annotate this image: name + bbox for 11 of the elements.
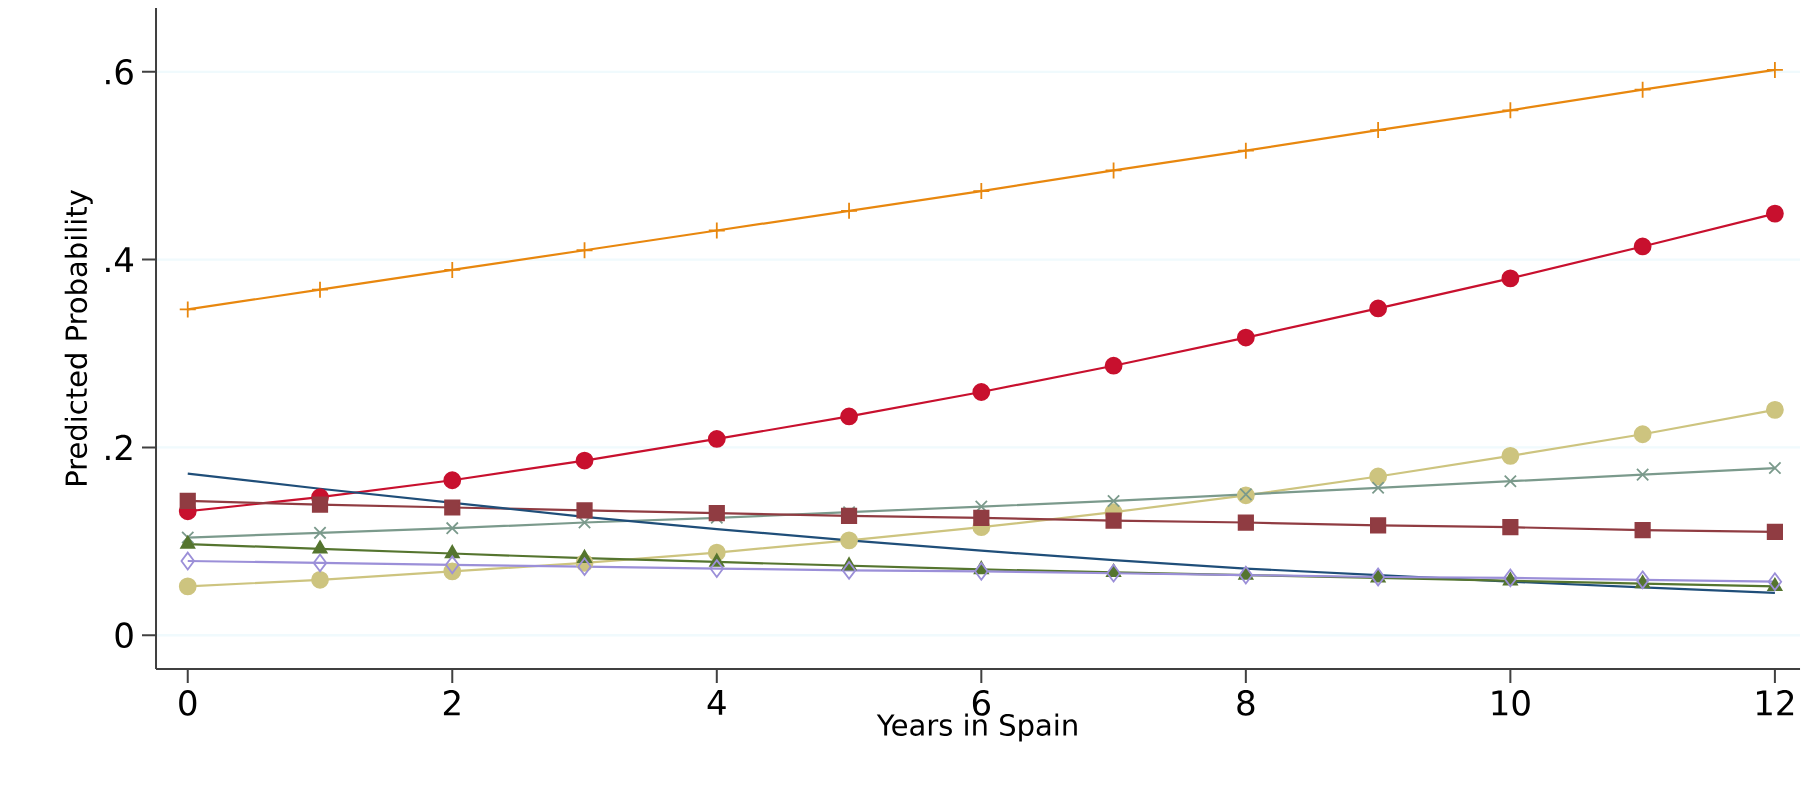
y-tick-label: 0	[115, 622, 133, 649]
x-tick-label: 2	[443, 690, 460, 716]
y-tick-label: .2	[106, 434, 132, 461]
x-tick-label: 12	[1756, 690, 1794, 716]
y-tick-label: .6	[106, 58, 133, 85]
x-tick-label: 10	[1492, 690, 1530, 716]
y-axis-title: Predicted Probability	[64, 189, 93, 485]
y-tick-label: .4	[106, 247, 134, 273]
x-tick-label: 4	[707, 690, 726, 715]
x-tick-label: 8	[1237, 690, 1255, 716]
x-tick-label: 0	[179, 690, 197, 716]
